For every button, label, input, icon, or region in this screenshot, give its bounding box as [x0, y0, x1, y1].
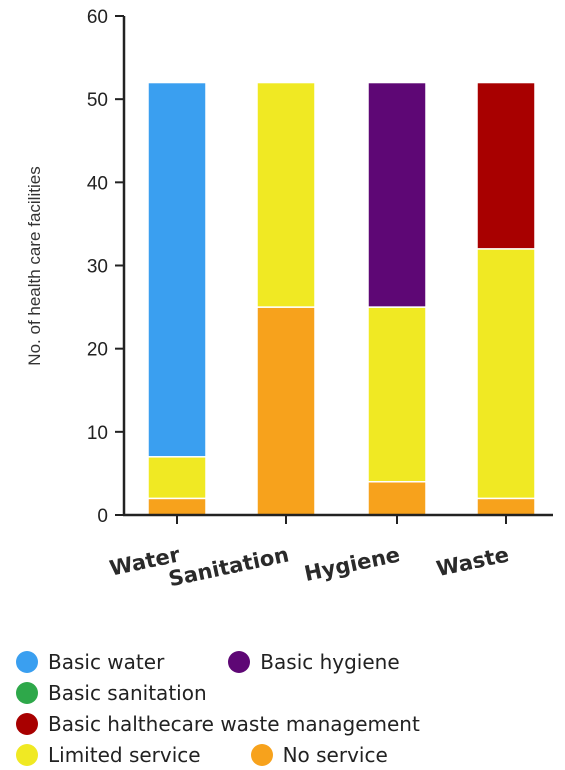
bar-segment-sanitation-limited-service	[256, 81, 316, 308]
legend-label-no-service: No service	[282, 742, 388, 767]
legend-label-basic-water: Basic water	[48, 649, 165, 674]
bar-segment-water-no-service	[147, 497, 207, 516]
legend-swatch-basic-sanitation	[16, 681, 38, 704]
y-tick-label-60: 60	[87, 7, 108, 28]
y-axis: 0 10 20 30 40 50 60	[87, 7, 126, 527]
bar-segment-water-basic-water	[147, 81, 207, 458]
legend-item-no-service: No service	[250, 742, 388, 767]
legend-row: Basic water Basic hygiene	[16, 646, 561, 677]
legend-label-basic-hygiene: Basic hygiene	[260, 649, 400, 674]
bar-segment-hygiene-no-service	[367, 480, 427, 516]
legend: Basic water Basic hygiene Basic sanitation…	[16, 646, 561, 770]
legend-row: Limited service No service	[16, 739, 561, 770]
legend-label-limited-service: Limited service	[48, 742, 201, 767]
x-tick-label-sanitation: Sanitation	[166, 542, 291, 591]
bar-segment-hygiene-limited-service	[367, 306, 427, 483]
y-axis-label: No. of health care facilities	[25, 166, 44, 365]
legend-label-basic-halthecare-waste-management: Basic halthecare waste management	[48, 711, 420, 736]
legend-item-basic-hygiene: Basic hygiene	[228, 649, 400, 674]
legend-item-basic-water: Basic water	[16, 650, 164, 674]
legend-label-basic-sanitation: Basic sanitation	[48, 680, 207, 705]
legend-swatch-basic-water	[16, 650, 38, 673]
legend-item-limited-service: Limited service	[16, 743, 201, 767]
bar-segment-sanitation-no-service	[256, 306, 316, 516]
legend-swatch-limited-service	[16, 743, 38, 766]
legend-swatch-no-service	[250, 743, 273, 766]
x-tick-label-waste: Waste	[434, 542, 511, 581]
legend-item-basic-sanitation: Basic sanitation	[16, 681, 207, 705]
legend-swatch-basic-halthecare-waste-management	[16, 712, 38, 735]
bar-segment-hygiene-basic-hygiene	[367, 81, 427, 308]
y-tick-label-20: 20	[87, 340, 108, 361]
bar-segment-waste-basic-halthecare-waste-management	[476, 81, 536, 250]
bar-segment-waste-no-service	[476, 497, 536, 516]
y-tick-label-0: 0	[97, 506, 108, 527]
y-tick-label-50: 50	[87, 90, 108, 111]
bar-segment-water-limited-service	[147, 456, 207, 500]
legend-row: Basic sanitation	[16, 677, 561, 708]
bar-group	[147, 81, 536, 516]
legend-swatch-basic-hygiene	[228, 650, 251, 673]
legend-row: Basic halthecare waste management	[16, 708, 561, 739]
bar-segment-waste-limited-service	[476, 248, 536, 500]
y-tick-label-10: 10	[87, 423, 108, 444]
y-tick-label-30: 30	[87, 257, 108, 278]
legend-item-basic-halthecare-waste-management: Basic halthecare waste management	[16, 712, 420, 736]
y-tick-label-40: 40	[87, 173, 108, 194]
x-tick-label-hygiene: Hygiene	[302, 542, 402, 586]
